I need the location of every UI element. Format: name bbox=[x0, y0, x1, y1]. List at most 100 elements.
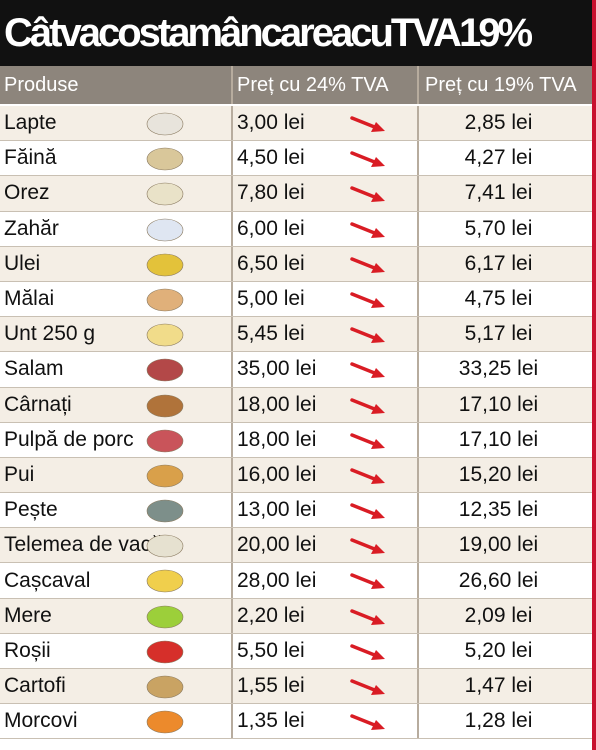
product-shape bbox=[146, 359, 184, 382]
old-price: 18,00 lei bbox=[237, 392, 317, 416]
new-price-cell: 1,28 lei bbox=[419, 704, 592, 738]
arrow-head bbox=[371, 297, 385, 308]
old-price: 20,00 lei bbox=[237, 533, 317, 557]
table-row: Zahăr 6,00 lei 5,70 lei bbox=[0, 211, 592, 247]
product-cell: Lapte bbox=[0, 106, 233, 141]
product-name: Morcovi bbox=[4, 709, 78, 733]
product-image bbox=[146, 499, 184, 523]
old-price-cell: 6,50 lei bbox=[233, 246, 419, 281]
arrow-head bbox=[371, 157, 385, 168]
product-name: Ulei bbox=[4, 251, 41, 275]
old-price: 2,20 lei bbox=[237, 603, 305, 627]
old-price: 13,00 lei bbox=[237, 498, 317, 522]
arrow-head bbox=[371, 438, 385, 449]
old-price: 28,00 lei bbox=[237, 568, 317, 592]
new-price-cell: 7,41 lei bbox=[419, 176, 592, 210]
table-row: Morcovi 1,35 lei 1,28 lei bbox=[0, 704, 592, 740]
product-shape bbox=[146, 183, 184, 206]
decrease-arrow bbox=[350, 644, 385, 660]
table-row: Cârnați 18,00 lei 17,10 lei bbox=[0, 387, 592, 423]
product-name: Salam bbox=[4, 357, 64, 381]
header-cell: Produse bbox=[0, 66, 233, 104]
new-price: 26,60 lei bbox=[458, 568, 539, 592]
new-price: 2,09 lei bbox=[464, 603, 533, 627]
decrease-arrow bbox=[350, 221, 385, 238]
new-price-cell: 15,20 lei bbox=[419, 458, 592, 492]
new-price-cell: 1,47 lei bbox=[419, 669, 592, 703]
arrow-shaft bbox=[350, 432, 379, 447]
arrow-head bbox=[371, 649, 385, 660]
old-price: 1,35 lei bbox=[237, 709, 305, 733]
decrease-arrow bbox=[350, 714, 385, 731]
product-cell: Făină bbox=[0, 141, 233, 176]
old-price-cell: 2,20 lei bbox=[233, 598, 419, 633]
table-row: Pește 13,00 lei 12,35 lei bbox=[0, 493, 592, 529]
old-price: 5,00 lei bbox=[237, 287, 305, 311]
old-price: 5,45 lei bbox=[237, 322, 305, 346]
old-price-cell: 18,00 lei bbox=[233, 422, 419, 457]
arrow-head bbox=[371, 192, 385, 203]
old-price: 6,50 lei bbox=[237, 251, 305, 275]
old-price: 1,55 lei bbox=[237, 674, 305, 698]
old-price-cell: 7,80 lei bbox=[233, 176, 419, 211]
new-price: 15,20 lei bbox=[458, 462, 539, 486]
product-image bbox=[146, 605, 184, 628]
table-row: Telemea de vacă 20,00 lei 19,00 lei bbox=[0, 528, 592, 564]
product-cell: Morcovi bbox=[0, 704, 233, 739]
table-row: Mere 2,20 lei 2,09 lei bbox=[0, 598, 592, 634]
product-image bbox=[146, 394, 184, 417]
old-price-cell: 35,00 lei bbox=[233, 352, 419, 387]
title: CâtvacostamâncareacuTVA19% bbox=[0, 0, 592, 66]
product-name: Lapte bbox=[4, 111, 57, 135]
product-image bbox=[146, 359, 184, 382]
old-price: 18,00 lei bbox=[237, 427, 317, 451]
product-name: Roșii bbox=[4, 638, 51, 662]
new-price: 1,28 lei bbox=[464, 709, 533, 733]
arrow-head bbox=[371, 227, 385, 238]
new-price-cell: 19,00 lei bbox=[419, 528, 592, 562]
product-image bbox=[146, 147, 184, 171]
old-price: 5,50 lei bbox=[237, 638, 305, 662]
old-price: 7,80 lei bbox=[237, 181, 305, 205]
product-cell: Mălai bbox=[0, 281, 233, 317]
product-shape bbox=[146, 640, 184, 664]
arrow-shaft bbox=[350, 503, 379, 517]
product-shape bbox=[146, 675, 184, 699]
arrow-shaft bbox=[350, 327, 379, 341]
product-shape bbox=[146, 605, 184, 628]
product-name: Pește bbox=[4, 498, 58, 522]
product-cell: Roșii bbox=[0, 633, 233, 668]
product-cell: Cartofi bbox=[0, 669, 233, 704]
product-image bbox=[146, 253, 184, 277]
arrow-head bbox=[371, 579, 385, 590]
new-price-cell: 17,10 lei bbox=[419, 423, 592, 457]
product-name: Cașcaval bbox=[4, 568, 91, 592]
old-price-cell: 18,00 lei bbox=[233, 387, 419, 422]
new-price-cell: 2,85 lei bbox=[419, 106, 592, 140]
new-price: 4,75 lei bbox=[464, 287, 533, 311]
old-price-cell: 16,00 lei bbox=[233, 457, 419, 493]
new-price-cell: 4,75 lei bbox=[419, 282, 592, 316]
product-shape bbox=[146, 147, 184, 171]
new-price: 5,20 lei bbox=[464, 638, 533, 662]
decrease-arrow bbox=[350, 116, 385, 132]
decrease-arrow bbox=[350, 327, 385, 344]
new-price-cell: 17,10 lei bbox=[419, 388, 592, 422]
decrease-arrow bbox=[350, 538, 385, 555]
new-price-cell: 26,60 lei bbox=[419, 563, 592, 597]
arrow-head bbox=[371, 403, 385, 414]
product-image bbox=[146, 710, 184, 734]
decrease-arrow bbox=[350, 468, 385, 484]
arrow-shaft bbox=[350, 186, 379, 201]
price-table: Produse Preț cu 24% TVA Preț cu 19% TVA … bbox=[0, 66, 592, 740]
old-price-cell: 1,55 lei bbox=[233, 669, 419, 704]
product-cell: Mere bbox=[0, 598, 233, 633]
product-shape bbox=[146, 288, 184, 312]
new-price-cell: 4,27 lei bbox=[419, 141, 592, 175]
header-cell: Preț cu 19% TVA bbox=[425, 73, 577, 96]
arrow-head bbox=[371, 122, 385, 132]
new-price-cell: 2,09 lei bbox=[419, 599, 592, 633]
product-image bbox=[146, 323, 184, 347]
new-price: 4,27 lei bbox=[464, 146, 533, 170]
old-price-cell: 5,45 lei bbox=[233, 317, 419, 352]
